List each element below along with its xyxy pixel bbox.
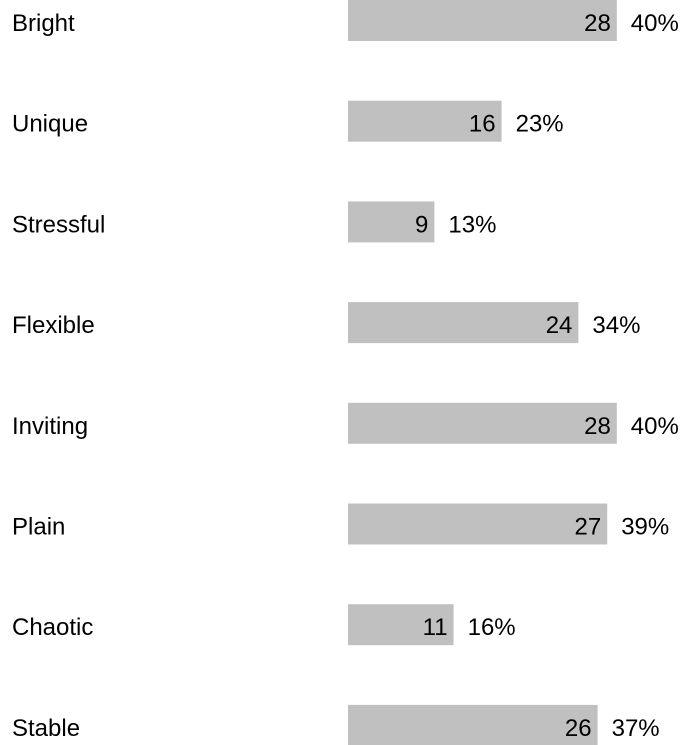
percent-label: 34% bbox=[592, 312, 640, 339]
category-label: Flexible bbox=[12, 312, 95, 339]
value-label: 27 bbox=[574, 514, 601, 541]
percent-label: 13% bbox=[448, 211, 496, 238]
bar-row-flexible: Flexible 24 34% bbox=[12, 302, 640, 344]
category-label: Bright bbox=[12, 10, 75, 37]
bar-row-inviting: Inviting 28 40% bbox=[12, 402, 679, 444]
value-label: 24 bbox=[546, 312, 573, 339]
value-label: 28 bbox=[584, 413, 611, 440]
bar bbox=[348, 100, 502, 142]
value-label: 9 bbox=[415, 211, 428, 238]
percent-label: 23% bbox=[516, 111, 564, 138]
category-label: Plain bbox=[12, 514, 65, 541]
value-label: 16 bbox=[469, 111, 496, 138]
bar-row-stable: Stable 26 37% bbox=[12, 704, 660, 745]
percent-label: 40% bbox=[631, 10, 679, 37]
percent-label: 16% bbox=[468, 614, 516, 641]
bar bbox=[348, 402, 617, 444]
chart-rows: Bright 28 40% Unique 16 23% Stressful 9 13% Flexi… bbox=[12, 0, 679, 745]
percent-label: 40% bbox=[631, 413, 679, 440]
bar bbox=[348, 503, 608, 545]
bar-row-plain: Plain 27 39% bbox=[12, 503, 669, 545]
bar-row-chaotic: Chaotic 11 16% bbox=[12, 604, 516, 646]
percent-label: 39% bbox=[621, 514, 669, 541]
category-label: Stressful bbox=[12, 211, 105, 238]
bar-row-stressful: Stressful 9 13% bbox=[12, 201, 496, 243]
bar bbox=[348, 704, 598, 745]
category-label: Inviting bbox=[12, 413, 88, 440]
value-label: 26 bbox=[565, 715, 592, 742]
category-label: Stable bbox=[12, 715, 80, 742]
bar bbox=[348, 302, 579, 344]
value-label: 11 bbox=[423, 614, 448, 641]
bar bbox=[348, 0, 617, 41]
percent-label: 37% bbox=[612, 715, 660, 742]
category-label: Unique bbox=[12, 111, 88, 138]
bar-row-bright: Bright 28 40% bbox=[12, 0, 679, 41]
category-label: Chaotic bbox=[12, 614, 93, 641]
bar bbox=[348, 604, 454, 646]
bar-row-unique: Unique 16 23% bbox=[12, 100, 564, 142]
value-label: 28 bbox=[584, 10, 611, 37]
bar bbox=[348, 201, 435, 243]
